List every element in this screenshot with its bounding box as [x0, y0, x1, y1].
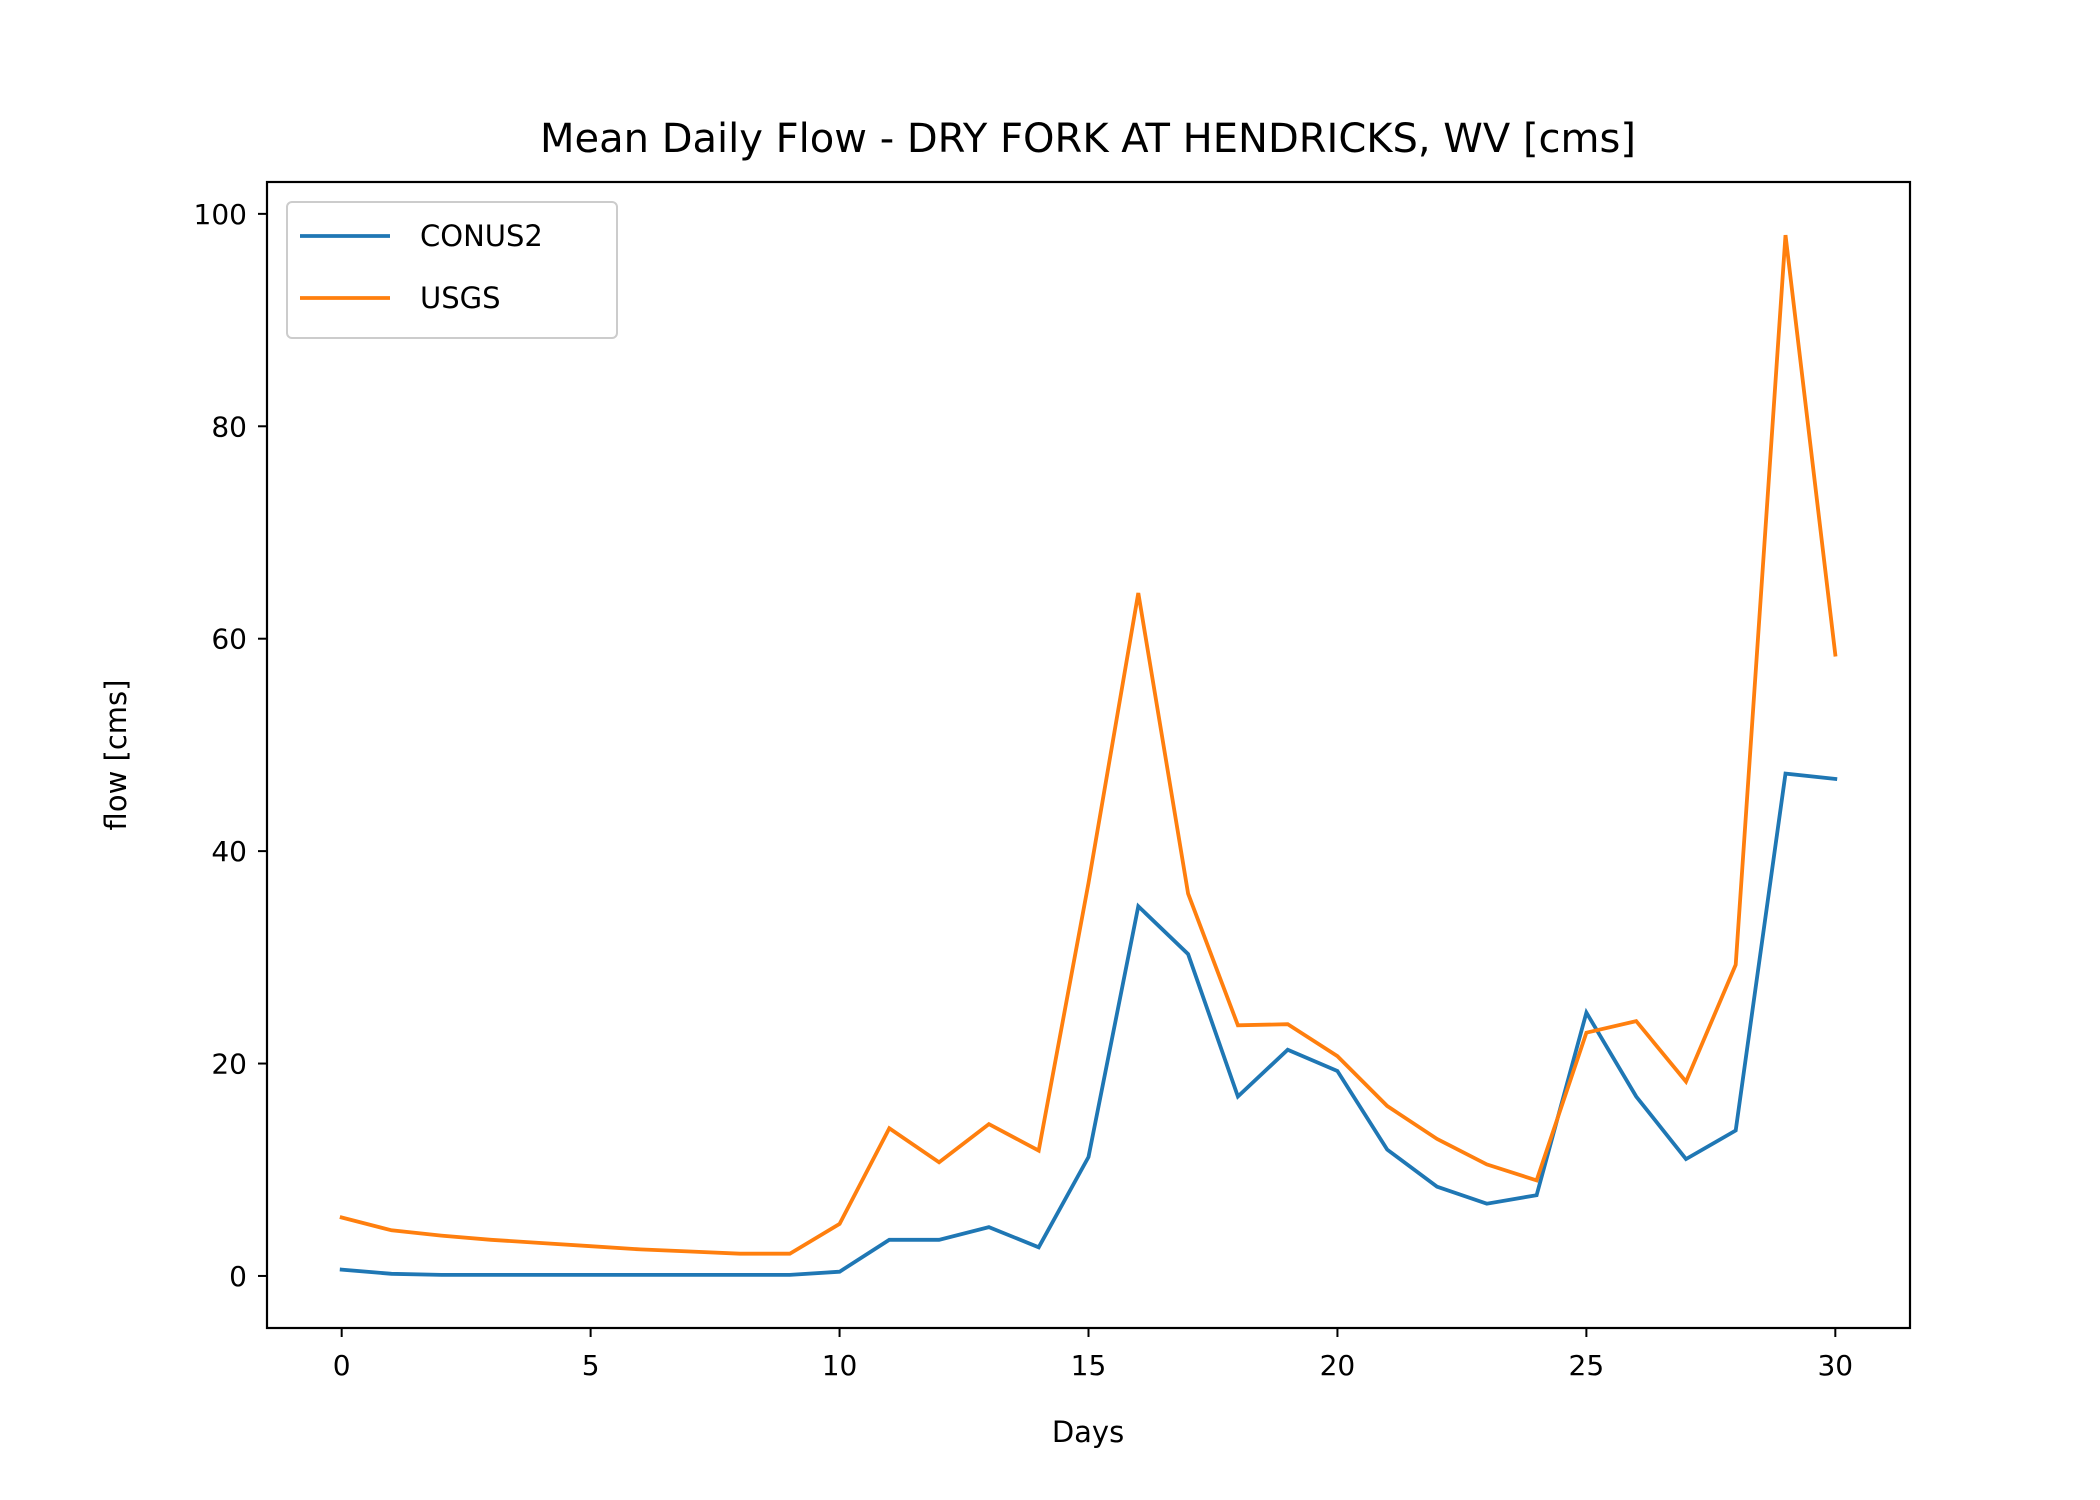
series-layer — [339, 234, 1838, 1277]
x-axis: 0 5 10 15 20 25 30 — [333, 1328, 1853, 1382]
y-axis: 0 20 40 60 80 100 — [194, 198, 267, 1293]
y-tick-label: 40 — [211, 835, 247, 868]
y-axis-label: flow [cms] — [99, 680, 133, 831]
legend: CONUS2 USGS — [286, 201, 618, 339]
series-line-usgs — [339, 234, 1838, 1256]
x-tick-label: 15 — [1071, 1349, 1107, 1382]
chart-title: Mean Daily Flow - DRY FORK AT HENDRICKS,… — [540, 116, 1636, 162]
y-tick-label: 60 — [211, 623, 247, 656]
legend-label-usgs: USGS — [420, 281, 501, 315]
series-line-conus2 — [339, 771, 1838, 1277]
x-tick-label: 5 — [582, 1349, 600, 1382]
y-tick-label: 20 — [211, 1048, 247, 1081]
x-tick-label: 30 — [1817, 1349, 1853, 1382]
y-tick-label: 0 — [229, 1260, 247, 1293]
x-axis-label: Days — [1052, 1415, 1124, 1449]
x-tick-label: 0 — [333, 1349, 351, 1382]
x-tick-label: 25 — [1569, 1349, 1605, 1382]
y-tick-label: 100 — [194, 198, 247, 231]
x-tick-label: 10 — [822, 1349, 858, 1382]
legend-label-conus2: CONUS2 — [420, 219, 543, 253]
y-tick-label: 80 — [211, 410, 247, 443]
x-tick-label: 20 — [1320, 1349, 1356, 1382]
